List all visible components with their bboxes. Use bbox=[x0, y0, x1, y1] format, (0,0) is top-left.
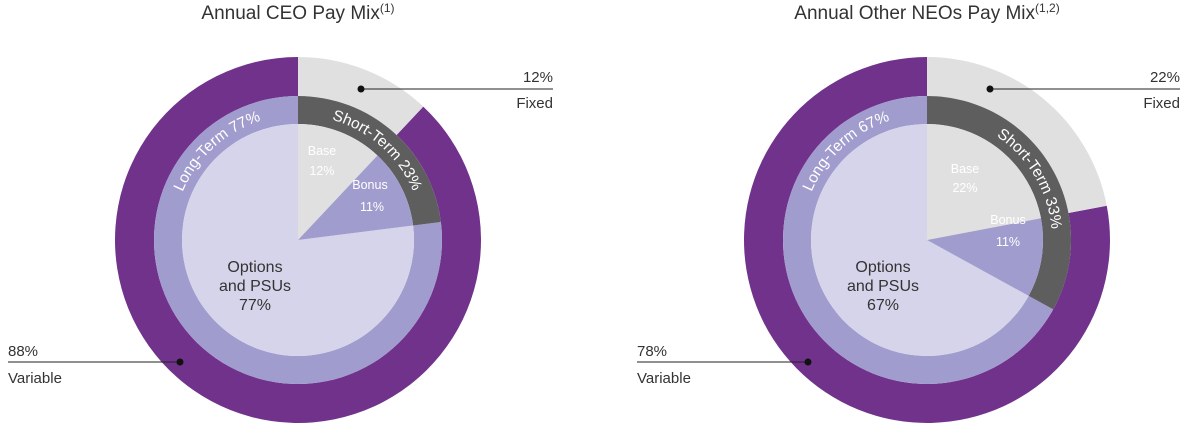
inner-base-slice bbox=[927, 124, 1041, 240]
fixed-callout-value: 22% bbox=[1150, 69, 1180, 86]
outer-ring-fixed-slice bbox=[927, 57, 1107, 214]
variable-callout-dot bbox=[804, 358, 812, 366]
variable-callout-label: Variable bbox=[8, 370, 62, 387]
variable-callout-label: Variable bbox=[637, 370, 691, 387]
options-label-line1: Options bbox=[227, 259, 282, 276]
fixed-callout-label: Fixed bbox=[1143, 95, 1180, 112]
variable-callout-dot bbox=[176, 358, 184, 366]
base-slice-value: 22% bbox=[952, 181, 977, 195]
options-label-line1: Options bbox=[855, 259, 910, 276]
options-label-line2: and PSUs bbox=[219, 278, 291, 295]
inner-bonus-slice bbox=[298, 155, 414, 240]
fixed-callout-label: Fixed bbox=[516, 95, 553, 112]
options-label-line2: and PSUs bbox=[847, 278, 919, 295]
variable-callout-value: 78% bbox=[637, 343, 667, 360]
options-label-value: 77% bbox=[239, 297, 271, 314]
other-neos-pay-mix-chart: Annual Other NEOs Pay Mix(1,2) Long-Term… bbox=[637, 1, 1180, 423]
chart-title: Annual CEO Pay Mix(1) bbox=[201, 1, 394, 24]
middle-ring-short-term-slice bbox=[298, 96, 441, 226]
inner-bonus-slice bbox=[927, 218, 1043, 296]
ceo-pay-mix-chart: Annual CEO Pay Mix(1) Long-Term 77% Shor… bbox=[8, 1, 553, 423]
bonus-slice-value: 11% bbox=[996, 235, 1020, 249]
middle-ring-short-term-slice bbox=[927, 96, 1071, 310]
base-slice-name: Base bbox=[951, 162, 980, 176]
chart-title: Annual Other NEOs Pay Mix(1,2) bbox=[794, 1, 1059, 24]
bonus-slice-name: Bonus bbox=[352, 178, 387, 192]
variable-callout-value: 88% bbox=[8, 343, 38, 360]
fixed-callout-value: 12% bbox=[523, 69, 553, 86]
inner-options-psus-slice bbox=[182, 124, 414, 357]
bonus-slice-name: Bonus bbox=[990, 213, 1025, 227]
fixed-callout-dot bbox=[357, 85, 365, 93]
inner-options-psus-slice bbox=[811, 124, 1029, 357]
options-label-value: 67% bbox=[867, 297, 899, 314]
fixed-callout-dot bbox=[986, 85, 994, 93]
outer-ring-fixed-slice bbox=[298, 57, 424, 136]
bonus-slice-value: 11% bbox=[360, 200, 384, 214]
base-slice-value: 12% bbox=[309, 164, 334, 178]
inner-base-slice bbox=[298, 124, 378, 240]
base-slice-name: Base bbox=[308, 144, 337, 158]
